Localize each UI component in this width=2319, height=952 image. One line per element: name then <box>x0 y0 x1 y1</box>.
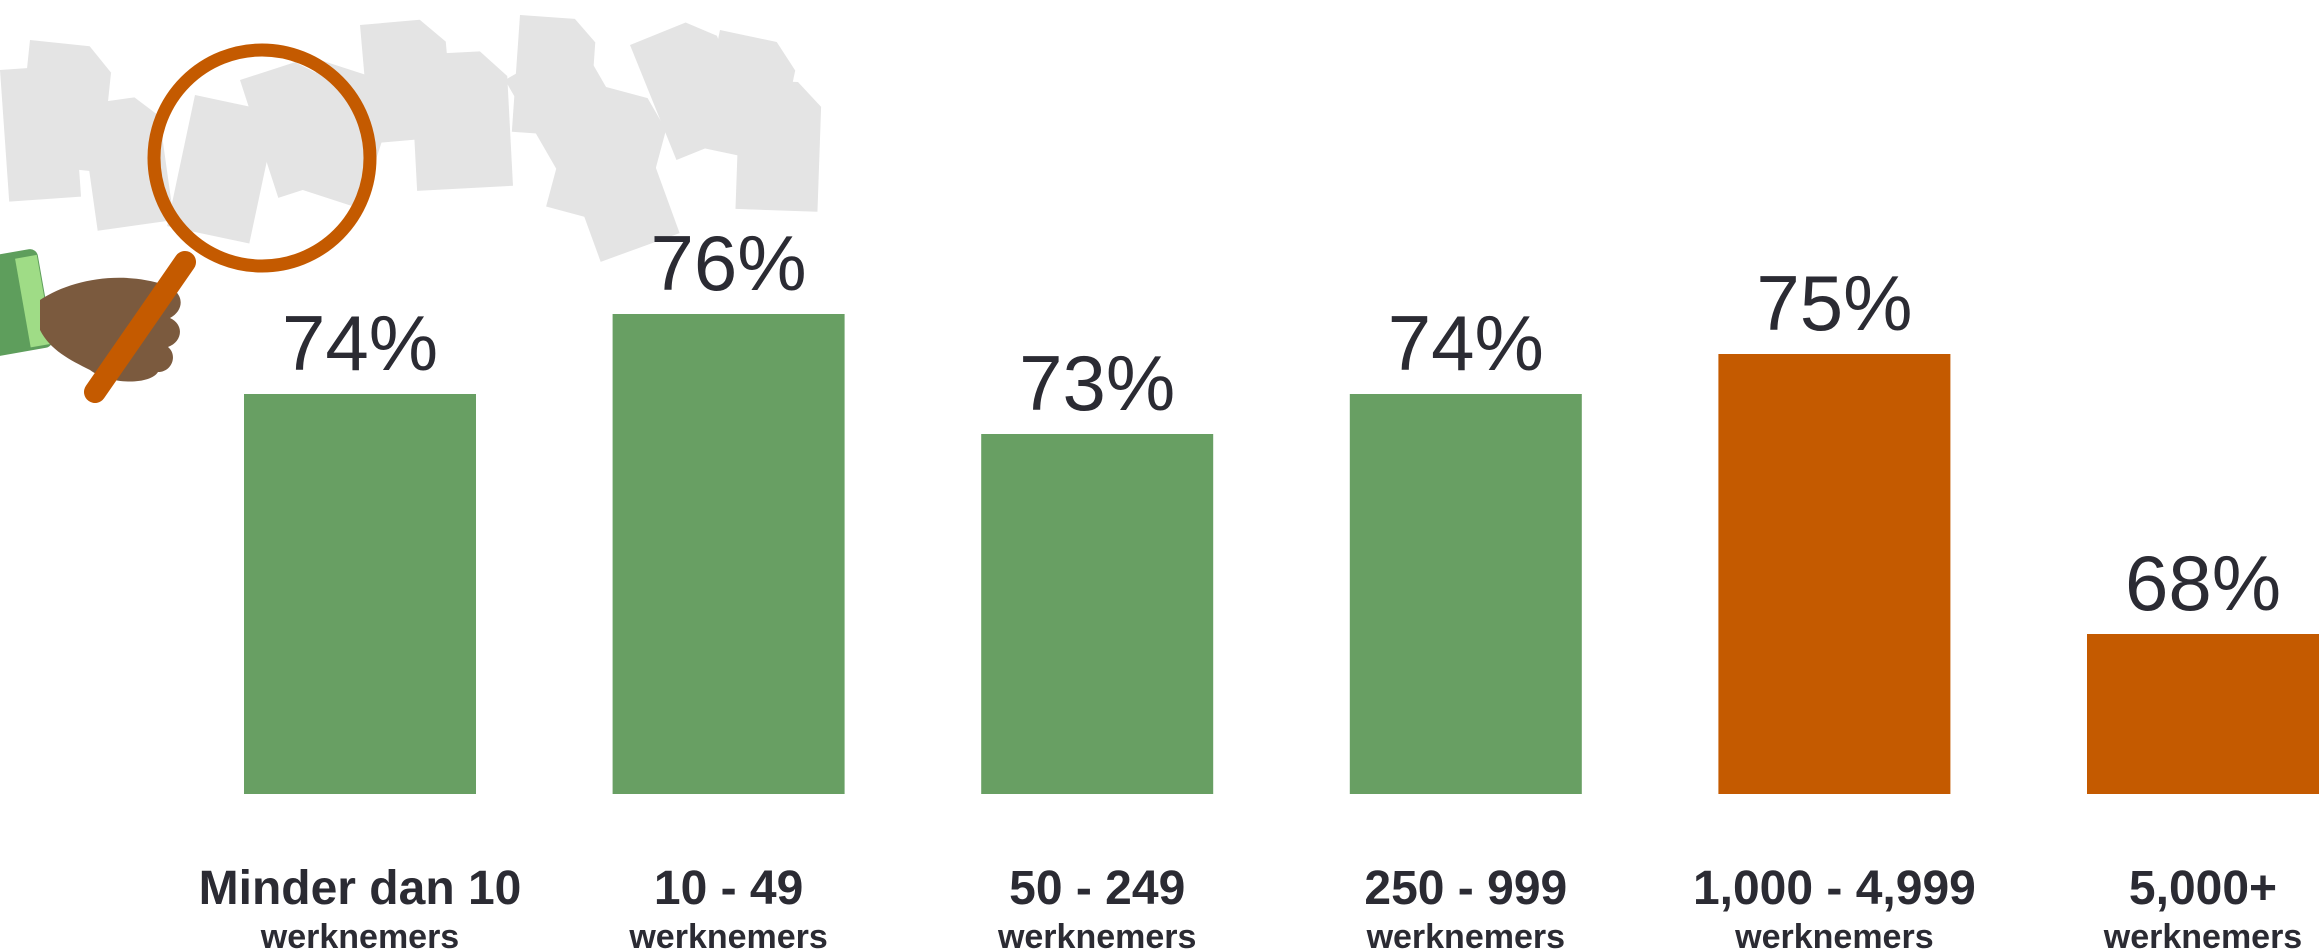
bar-3 <box>981 434 1214 794</box>
category-sublabel-3: werknemers <box>997 918 1196 952</box>
documents-icon <box>0 15 822 262</box>
value-label-4: 74% <box>1388 299 1544 387</box>
bar-6 <box>2087 634 2319 794</box>
value-label-1: 74% <box>282 299 438 387</box>
category-label-2: 10 - 49 <box>654 862 803 915</box>
value-label-3: 73% <box>1019 339 1175 427</box>
category-label-5: 1,000 - 4,999 <box>1693 862 1976 915</box>
category-sublabel-1: werknemers <box>260 918 459 952</box>
bars <box>244 314 2319 794</box>
value-labels: 74% 76% 73% 74% 75% 68% <box>282 219 2281 627</box>
category-label-6: 5,000+ <box>2129 862 2277 915</box>
category-sublabel-2: werknemers <box>628 918 827 952</box>
bar-2 <box>612 314 845 794</box>
bar-1 <box>244 394 476 794</box>
category-sublabel-6: werknemers <box>2103 918 2302 952</box>
magnifying-glass-over-documents-icon <box>0 15 822 403</box>
bar-5 <box>1718 354 1951 794</box>
category-label-4: 250 - 999 <box>1364 862 1567 915</box>
bar-4 <box>1349 394 1582 794</box>
magnifying-glass-icon <box>84 43 377 403</box>
value-label-5: 75% <box>1756 259 1912 347</box>
category-label-1: Minder dan 10 <box>199 862 522 915</box>
value-label-6: 68% <box>2125 539 2281 627</box>
category-sublabel-5: werknemers <box>1734 918 1933 952</box>
category-label-3: 50 - 249 <box>1009 862 1185 915</box>
value-label-2: 76% <box>651 219 807 307</box>
category-sublabel-4: werknemers <box>1366 918 1565 952</box>
